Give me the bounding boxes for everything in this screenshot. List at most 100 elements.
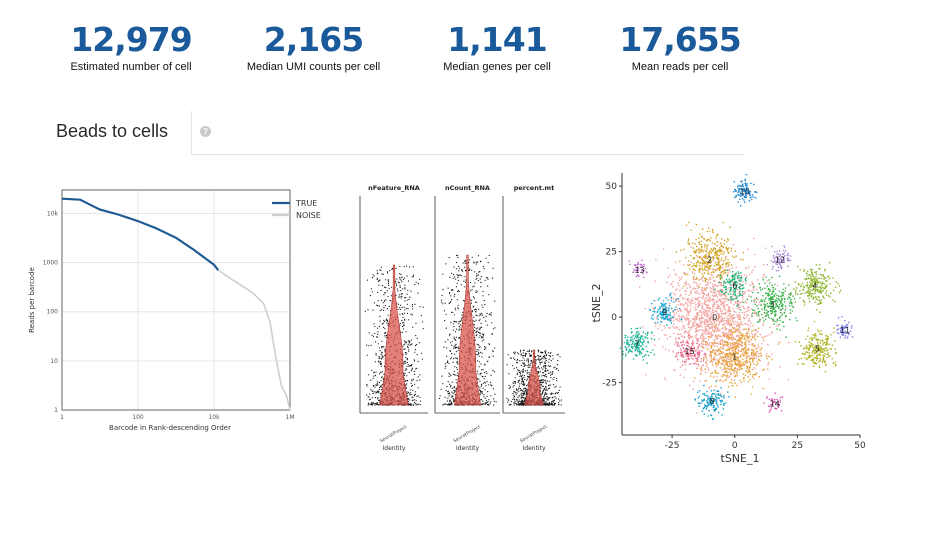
tsne-point xyxy=(686,310,689,313)
violin-dot xyxy=(366,385,368,387)
violin-dot xyxy=(480,372,482,375)
tsne-point xyxy=(685,290,687,292)
tsne-point xyxy=(740,342,743,344)
tsne-point xyxy=(762,387,765,390)
tsne-point xyxy=(741,335,744,338)
violin-dot xyxy=(457,346,460,348)
tsne-point xyxy=(729,361,732,363)
violin-dot xyxy=(408,342,410,344)
violin-dot xyxy=(522,389,524,392)
tsne-point xyxy=(727,365,730,368)
violin-dot xyxy=(481,312,483,314)
violin-dot xyxy=(519,375,521,377)
violin-dot xyxy=(486,324,488,326)
tsne-point xyxy=(748,309,750,312)
violin-dot xyxy=(451,344,453,346)
tsne-point xyxy=(687,264,689,266)
tsne-point xyxy=(705,357,708,360)
tsne-point xyxy=(726,374,729,376)
tsne-point xyxy=(752,282,754,285)
tsne-point xyxy=(702,330,704,332)
violin-dot xyxy=(539,371,541,373)
violin-dot xyxy=(516,400,518,402)
tsne-point xyxy=(744,349,747,352)
tsne-point xyxy=(734,343,736,346)
stat-label: Mean reads per cell xyxy=(631,61,729,73)
tsne-point xyxy=(749,371,751,373)
violin-dot xyxy=(370,404,372,406)
tsne-point xyxy=(718,274,720,276)
violin-dot xyxy=(454,307,456,309)
violin-dot xyxy=(482,387,484,389)
tsne-point xyxy=(738,366,740,368)
violin-dot xyxy=(464,260,466,262)
tsne-point xyxy=(695,330,697,333)
tsne-point xyxy=(711,342,713,345)
violin-dot xyxy=(452,399,455,401)
help-icon[interactable]: ? xyxy=(200,126,211,137)
violin-dot xyxy=(539,359,541,361)
tsne-point xyxy=(731,339,734,341)
violin-dot xyxy=(478,328,481,330)
violin-dot xyxy=(517,362,519,364)
tsne-point xyxy=(719,392,722,395)
violin-dot xyxy=(380,371,382,374)
tsne-point xyxy=(669,335,671,338)
violin-dot xyxy=(556,367,558,370)
tsne-point xyxy=(735,328,737,331)
violin-dot xyxy=(375,354,377,356)
violin-dot xyxy=(373,372,375,374)
violin-dot xyxy=(377,403,379,406)
tsne-point xyxy=(719,300,722,303)
violin-dot xyxy=(509,386,511,388)
violin-dot xyxy=(552,373,554,375)
tsne-point xyxy=(736,367,738,370)
tsne-point xyxy=(694,336,697,339)
tsne-point xyxy=(715,335,717,338)
violin-dot xyxy=(398,303,400,305)
tsne-point xyxy=(684,364,687,366)
tsne-point xyxy=(712,376,715,378)
tsne-point xyxy=(663,325,665,327)
violin-dot xyxy=(382,302,384,304)
tab-beads-to-cells[interactable]: Beads to cells xyxy=(50,111,192,155)
tsne-point xyxy=(713,279,715,282)
tsne-point xyxy=(717,307,720,310)
violin-dot xyxy=(380,384,382,387)
tsne-point xyxy=(691,242,694,244)
violin-dot xyxy=(383,307,385,309)
violin-dot xyxy=(526,385,528,387)
violin-dot xyxy=(450,321,452,324)
tsne-point xyxy=(730,250,733,252)
tsne-point xyxy=(703,311,706,313)
tsne-point xyxy=(717,334,719,336)
violin-dot xyxy=(516,367,518,369)
tsne-point xyxy=(720,259,722,262)
violin-dot xyxy=(520,354,522,356)
violin-dot xyxy=(529,364,531,366)
violin-dot xyxy=(520,400,522,402)
tsne-point xyxy=(699,324,702,327)
violin-dot xyxy=(414,349,416,351)
tsne-point xyxy=(669,274,671,277)
tsne-point xyxy=(767,361,770,364)
tsne-point xyxy=(718,292,720,295)
tsne-point xyxy=(747,324,750,326)
violin-dot xyxy=(377,397,379,399)
violin-dot xyxy=(414,393,416,395)
violin-dot xyxy=(476,350,478,353)
violin-dot xyxy=(523,384,525,386)
violin-dot xyxy=(548,354,550,356)
violin-dot xyxy=(523,355,525,357)
tsne-point xyxy=(723,251,725,253)
violin-dot xyxy=(378,361,380,363)
violin-dot xyxy=(506,397,508,399)
violin-dot xyxy=(495,401,497,403)
violin-dot xyxy=(445,313,447,315)
tsne-point xyxy=(712,309,714,312)
tsne-point xyxy=(744,342,747,344)
tsne-point xyxy=(716,311,718,313)
violin-body xyxy=(523,349,545,406)
violin-dot xyxy=(410,382,412,384)
tsne-point xyxy=(688,221,690,224)
